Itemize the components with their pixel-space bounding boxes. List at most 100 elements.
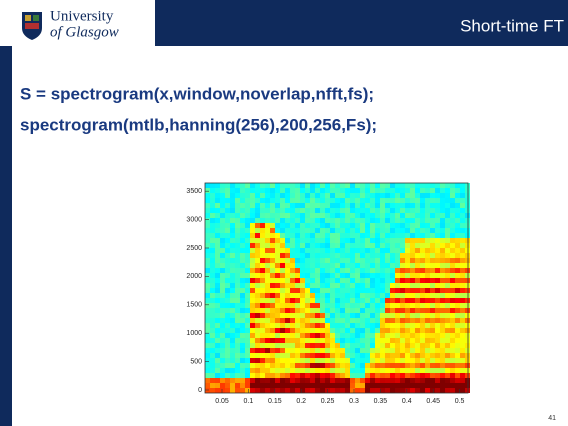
- spectrogram-cell: [375, 208, 380, 213]
- spectrogram-cell: [430, 208, 435, 213]
- spectrogram-cell: [465, 223, 470, 228]
- spectrogram-cell: [390, 258, 395, 263]
- spectrogram-cell: [280, 303, 285, 308]
- spectrogram-cell: [300, 183, 305, 188]
- spectrogram-cell: [415, 378, 420, 383]
- spectrogram-cell: [445, 223, 450, 228]
- spectrogram-cell: [250, 263, 255, 268]
- spectrogram-cell: [300, 373, 305, 378]
- spectrogram-cell: [240, 193, 245, 198]
- spectrogram-cell: [290, 373, 295, 378]
- spectrogram-cell: [320, 188, 325, 193]
- spectrogram-cell: [295, 213, 300, 218]
- spectrogram-cell: [465, 278, 470, 283]
- spectrogram-cell: [450, 268, 455, 273]
- spectrogram-cell: [455, 188, 460, 193]
- spectrogram-cell: [265, 188, 270, 193]
- spectrogram-cell: [230, 268, 235, 273]
- spectrogram-cell: [385, 223, 390, 228]
- spectrogram-cell: [380, 233, 385, 238]
- spectrogram-cell: [370, 293, 375, 298]
- spectrogram-cell: [335, 288, 340, 293]
- spectrogram-cell: [275, 188, 280, 193]
- spectrogram-cell: [270, 213, 275, 218]
- spectrogram-cell: [225, 293, 230, 298]
- spectrogram-cell: [280, 308, 285, 313]
- spectrogram-cell: [305, 253, 310, 258]
- spectrogram-cell: [395, 233, 400, 238]
- spectrogram-cell: [295, 318, 300, 323]
- spectrogram-cell: [440, 318, 445, 323]
- spectrogram-cell: [260, 273, 265, 278]
- spectrogram-cell: [270, 368, 275, 373]
- spectrogram-cell: [240, 183, 245, 188]
- spectrogram-cell: [295, 388, 300, 393]
- spectrogram-cell: [245, 373, 250, 378]
- spectrogram-cell: [380, 343, 385, 348]
- spectrogram-cell: [320, 378, 325, 383]
- spectrogram-cell: [330, 233, 335, 238]
- spectrogram-cell: [315, 318, 320, 323]
- spectrogram-cell: [360, 343, 365, 348]
- spectrogram-cell: [395, 378, 400, 383]
- spectrogram-cell: [215, 333, 220, 338]
- spectrogram-cell: [235, 348, 240, 353]
- spectrogram-cell: [205, 263, 210, 268]
- spectrogram-cell: [435, 338, 440, 343]
- spectrogram-cell: [280, 213, 285, 218]
- spectrogram-cell: [440, 278, 445, 283]
- spectrogram-cell: [370, 318, 375, 323]
- spectrogram-cell: [415, 233, 420, 238]
- spectrogram-cell: [385, 338, 390, 343]
- spectrogram-cell: [315, 368, 320, 373]
- spectrogram-cell: [310, 258, 315, 263]
- spectrogram-cell: [260, 278, 265, 283]
- spectrogram-cell: [460, 203, 465, 208]
- spectrogram-cell: [355, 318, 360, 323]
- spectrogram-cell: [315, 208, 320, 213]
- spectrogram-cell: [395, 383, 400, 388]
- spectrogram-cell: [395, 193, 400, 198]
- spectrogram-cell: [250, 223, 255, 228]
- spectrogram-cell: [345, 343, 350, 348]
- spectrogram-cell: [305, 193, 310, 198]
- spectrogram-cell: [255, 383, 260, 388]
- spectrogram-cell: [420, 228, 425, 233]
- spectrogram-cell: [350, 283, 355, 288]
- spectrogram-cell: [280, 313, 285, 318]
- spectrogram-cell: [315, 313, 320, 318]
- spectrogram-cell: [220, 243, 225, 248]
- spectrogram-cell: [460, 273, 465, 278]
- spectrogram-cell: [335, 268, 340, 273]
- spectrogram-cell: [410, 283, 415, 288]
- spectrogram-cell: [360, 183, 365, 188]
- spectrogram-cell: [360, 348, 365, 353]
- spectrogram-cell: [425, 318, 430, 323]
- spectrogram-cell: [215, 283, 220, 288]
- spectrogram-cell: [285, 318, 290, 323]
- spectrogram-cell: [275, 283, 280, 288]
- spectrogram-cell: [360, 303, 365, 308]
- spectrogram-cell: [460, 343, 465, 348]
- spectrogram-cell: [285, 243, 290, 248]
- spectrogram-cell: [420, 303, 425, 308]
- spectrogram-cell: [420, 293, 425, 298]
- spectrogram-cell: [245, 368, 250, 373]
- spectrogram-cell: [455, 228, 460, 233]
- spectrogram-cell: [235, 248, 240, 253]
- spectrogram-cell: [415, 268, 420, 273]
- spectrogram-cell: [430, 228, 435, 233]
- spectrogram-cell: [465, 248, 470, 253]
- spectrogram-cell: [260, 193, 265, 198]
- spectrogram-cell: [315, 278, 320, 283]
- spectrogram-cell: [240, 313, 245, 318]
- spectrogram-cell: [410, 233, 415, 238]
- spectrogram-cell: [385, 203, 390, 208]
- spectrogram-cell: [420, 283, 425, 288]
- spectrogram-cell: [360, 313, 365, 318]
- spectrogram-cell: [400, 248, 405, 253]
- spectrogram-cell: [215, 183, 220, 188]
- spectrogram-cell: [340, 383, 345, 388]
- spectrogram-cell: [330, 388, 335, 393]
- spectrogram-cell: [295, 263, 300, 268]
